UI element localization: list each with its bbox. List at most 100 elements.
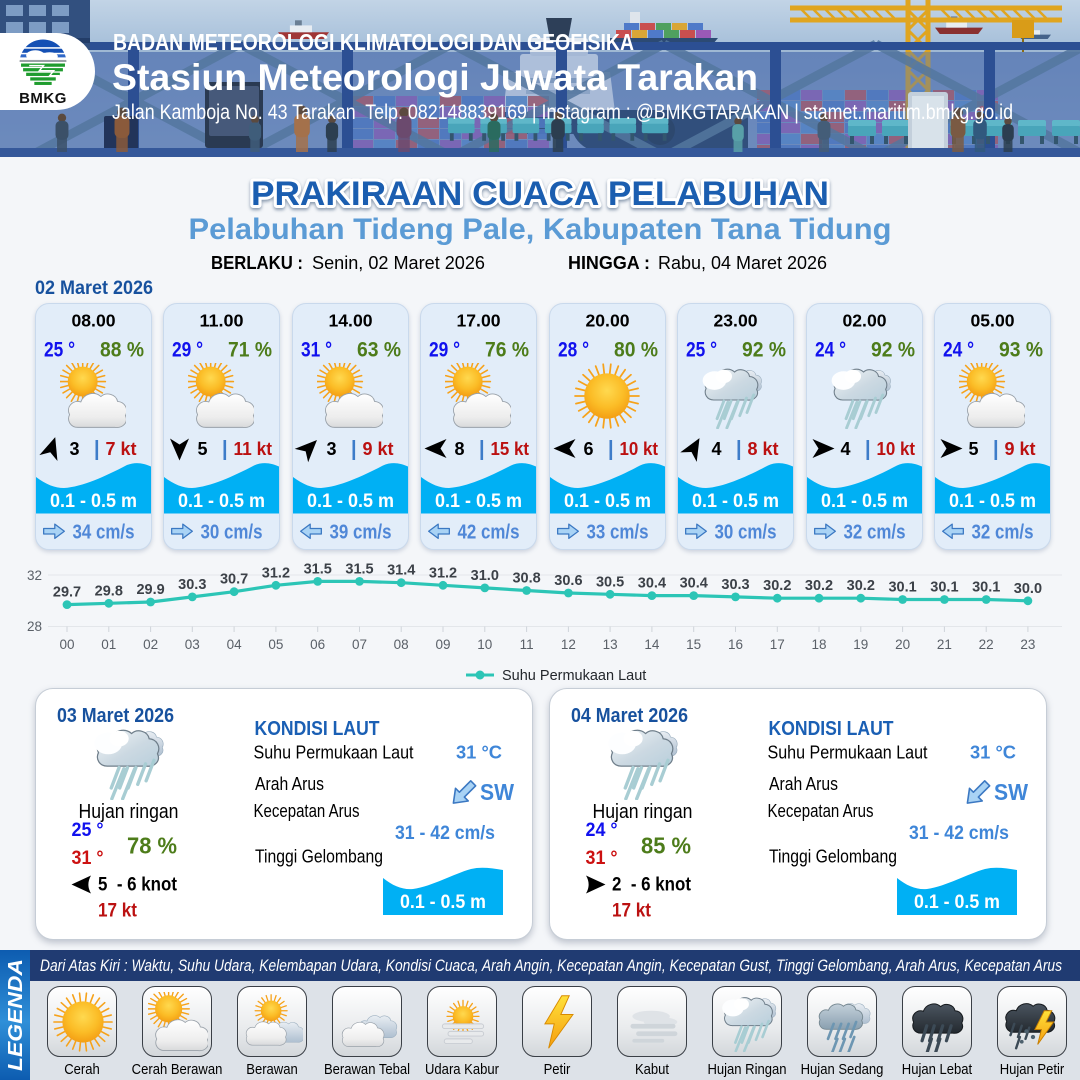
- svg-text:5: 5: [969, 439, 979, 459]
- svg-text:02 Maret 2026: 02 Maret 2026: [35, 278, 153, 299]
- svg-text:10 kt: 10 kt: [619, 439, 658, 459]
- svg-text:29 °: 29 °: [172, 339, 203, 362]
- svg-text:30.3: 30.3: [178, 577, 206, 593]
- svg-text:Pelabuhan Tideng Pale, Kabupat: Pelabuhan Tideng Pale, Kabupaten Tana Ti…: [189, 213, 892, 246]
- svg-text:30.3: 30.3: [721, 577, 749, 593]
- svg-text:KONDISI LAUT: KONDISI LAUT: [769, 718, 894, 740]
- svg-text:30.6: 30.6: [554, 573, 582, 589]
- svg-text:80 %: 80 %: [614, 339, 658, 362]
- svg-text:04: 04: [227, 637, 243, 652]
- svg-text:Arah Arus: Arah Arus: [769, 773, 838, 794]
- svg-text:31 - 42 cm/s: 31 - 42 cm/s: [909, 823, 1009, 844]
- svg-text:15 kt: 15 kt: [491, 439, 530, 459]
- svg-text:05: 05: [268, 637, 283, 652]
- svg-text:30 cm/s: 30 cm/s: [201, 522, 263, 544]
- svg-text:6: 6: [583, 439, 593, 459]
- svg-text:30.5: 30.5: [596, 574, 624, 590]
- svg-text:4: 4: [840, 439, 850, 459]
- svg-text:17 kt: 17 kt: [98, 900, 137, 922]
- svg-text:04 Maret 2026: 04 Maret 2026: [571, 705, 688, 727]
- svg-text:9 kt: 9 kt: [1005, 439, 1036, 459]
- svg-text:Dari Atas Kiri : Waktu, Suhu U: Dari Atas Kiri : Waktu, Suhu Udara, Kele…: [40, 957, 1062, 975]
- svg-text:11 kt: 11 kt: [234, 439, 273, 459]
- svg-text:14: 14: [644, 637, 660, 652]
- svg-text:31 - 42 cm/s: 31 - 42 cm/s: [395, 823, 495, 844]
- svg-text:31 °: 31 °: [586, 848, 618, 869]
- svg-text:PRAKIRAAN CUACA PELABUHAN: PRAKIRAAN CUACA PELABUHAN: [251, 175, 829, 213]
- svg-text:BADAN METEOROLOGI KLIMATOLOGI: BADAN METEOROLOGI KLIMATOLOGI DAN GEOFIS…: [113, 29, 634, 55]
- svg-text:25 °: 25 °: [44, 339, 75, 362]
- svg-text:0.1 - 0.5 m: 0.1 - 0.5 m: [914, 891, 1000, 913]
- svg-text:BMKG: BMKG: [19, 90, 67, 107]
- svg-text:23: 23: [1020, 637, 1035, 652]
- svg-text:SW: SW: [994, 779, 1028, 805]
- svg-text:29.9: 29.9: [136, 582, 164, 598]
- svg-text:08: 08: [394, 637, 409, 652]
- svg-text:24 °: 24 °: [815, 339, 846, 362]
- svg-text:30 cm/s: 30 cm/s: [715, 522, 777, 544]
- svg-text:0.1 - 0.5 m: 0.1 - 0.5 m: [307, 490, 394, 512]
- svg-text:17: 17: [770, 637, 785, 652]
- svg-text:31.2: 31.2: [429, 565, 457, 581]
- svg-text:5: 5: [198, 439, 208, 459]
- svg-text:Arah Arus: Arah Arus: [255, 773, 324, 794]
- svg-text:LEGENDA: LEGENDA: [5, 959, 27, 1071]
- svg-text:31.2: 31.2: [262, 565, 290, 581]
- svg-text:7 kt: 7 kt: [106, 439, 137, 459]
- svg-text:0.1 - 0.5 m: 0.1 - 0.5 m: [692, 490, 779, 512]
- svg-text:11: 11: [520, 637, 534, 652]
- svg-text:SW: SW: [480, 779, 514, 805]
- svg-text:28: 28: [27, 619, 42, 634]
- svg-text:31 °C: 31 °C: [970, 742, 1016, 763]
- svg-text:71 %: 71 %: [228, 339, 272, 362]
- svg-text:78 %: 78 %: [127, 833, 177, 859]
- svg-text:08.00: 08.00: [72, 311, 116, 331]
- svg-text:34 cm/s: 34 cm/s: [73, 522, 135, 544]
- svg-text:Hujan ringan: Hujan ringan: [593, 801, 693, 823]
- svg-text:92 %: 92 %: [742, 339, 786, 362]
- svg-text:20.00: 20.00: [585, 311, 629, 331]
- svg-text:24 °: 24 °: [586, 820, 618, 841]
- svg-text:KONDISI LAUT: KONDISI LAUT: [255, 718, 380, 740]
- svg-text:31 °: 31 °: [72, 848, 104, 869]
- svg-text:25 °: 25 °: [686, 339, 717, 362]
- svg-text:29.7: 29.7: [53, 585, 81, 601]
- svg-text:0.1 - 0.5 m: 0.1 - 0.5 m: [564, 490, 651, 512]
- svg-text:22: 22: [979, 637, 994, 652]
- svg-text:32 cm/s: 32 cm/s: [972, 522, 1034, 544]
- svg-text:Stasiun Meteorologi Juwata Tar: Stasiun Meteorologi Juwata Tarakan: [112, 57, 758, 98]
- svg-text:30.2: 30.2: [763, 578, 791, 594]
- svg-text:31 °C: 31 °C: [456, 742, 502, 763]
- svg-text:30.4: 30.4: [638, 576, 666, 592]
- svg-text:17 kt: 17 kt: [612, 900, 651, 922]
- svg-text:0.1 - 0.5 m: 0.1 - 0.5 m: [821, 490, 908, 512]
- svg-text:31.0: 31.0: [471, 568, 499, 584]
- svg-text:88 %: 88 %: [100, 339, 144, 362]
- svg-text:21: 21: [937, 637, 952, 652]
- svg-text:93 %: 93 %: [999, 339, 1043, 362]
- svg-text:30.2: 30.2: [847, 578, 875, 594]
- svg-text:32 cm/s: 32 cm/s: [843, 522, 905, 544]
- svg-text:02: 02: [143, 637, 158, 652]
- svg-text:8 kt: 8 kt: [748, 439, 779, 459]
- svg-text:00: 00: [59, 637, 74, 652]
- svg-text:05.00: 05.00: [971, 311, 1015, 331]
- svg-text:42 cm/s: 42 cm/s: [458, 522, 520, 544]
- svg-text:31 °: 31 °: [301, 339, 332, 362]
- svg-text:Jalan Kamboja No. 43 Tarakan: Jalan Kamboja No. 43 Tarakan Telp. 08214…: [112, 101, 1013, 124]
- svg-text:85 %: 85 %: [641, 833, 691, 859]
- svg-text:Suhu Permukaan Laut: Suhu Permukaan Laut: [768, 742, 928, 763]
- svg-text:19: 19: [853, 637, 868, 652]
- svg-text:28 °: 28 °: [558, 339, 589, 362]
- svg-text:2 - 6 knot: 2 - 6 knot: [612, 874, 691, 896]
- svg-text:07: 07: [352, 637, 367, 652]
- svg-text:Hujan ringan: Hujan ringan: [79, 801, 179, 823]
- svg-text:30.0: 30.0: [1014, 581, 1042, 597]
- svg-text:12: 12: [561, 637, 576, 652]
- svg-text:16: 16: [728, 637, 743, 652]
- svg-text:Suhu Permukaan Laut: Suhu Permukaan Laut: [502, 668, 646, 684]
- svg-text:15: 15: [686, 637, 701, 652]
- svg-text:92 %: 92 %: [871, 339, 915, 362]
- svg-text:39 cm/s: 39 cm/s: [329, 522, 391, 544]
- svg-text:Kecepatan Arus: Kecepatan Arus: [254, 800, 360, 821]
